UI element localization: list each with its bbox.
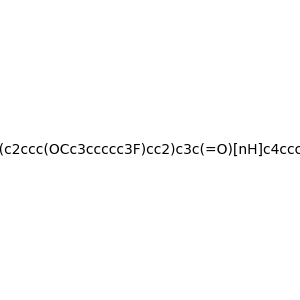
Text: O=C1CC(c2ccc(OCc3ccccc3F)cc2)c3c(=O)[nH]c4ccccc4c3O1: O=C1CC(c2ccc(OCc3ccccc3F)cc2)c3c(=O)[nH]… [0, 143, 300, 157]
